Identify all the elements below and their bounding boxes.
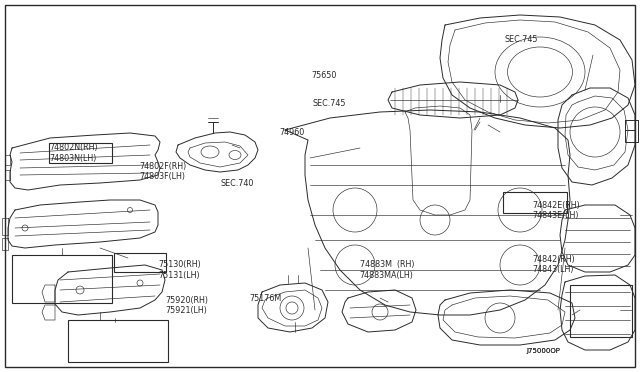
Text: 75130(RH)
75131(LH): 75130(RH) 75131(LH) [159, 260, 202, 280]
Text: J75000OP: J75000OP [526, 348, 560, 354]
Text: J75000OP: J75000OP [526, 348, 560, 354]
Text: 75920(RH)
75921(LH): 75920(RH) 75921(LH) [165, 296, 208, 315]
Text: 74883M  (RH)
74883MA(LH): 74883M (RH) 74883MA(LH) [360, 260, 414, 280]
Text: SEC.745: SEC.745 [312, 99, 346, 108]
Text: 75176M: 75176M [250, 294, 282, 303]
Text: SEC.740: SEC.740 [221, 179, 254, 187]
Text: 74842(RH)
74843(LH): 74842(RH) 74843(LH) [532, 255, 575, 274]
Bar [570, 285, 632, 337]
Text: SEC.745: SEC.745 [504, 35, 538, 44]
Text: 74842E(RH)
74843E(LH): 74842E(RH) 74843E(LH) [532, 201, 580, 220]
Bar [503, 192, 567, 213]
Text: 75650: 75650 [312, 71, 337, 80]
Bar [68, 320, 168, 362]
Bar [12, 255, 112, 303]
Text: 74960: 74960 [280, 128, 305, 137]
Bar [49, 143, 112, 163]
Text: 74802F(RH)
74803F(LH): 74802F(RH) 74803F(LH) [140, 162, 187, 181]
Bar [114, 253, 166, 272]
Text: 74802N(RH)
74803N(LH): 74802N(RH) 74803N(LH) [49, 143, 98, 163]
